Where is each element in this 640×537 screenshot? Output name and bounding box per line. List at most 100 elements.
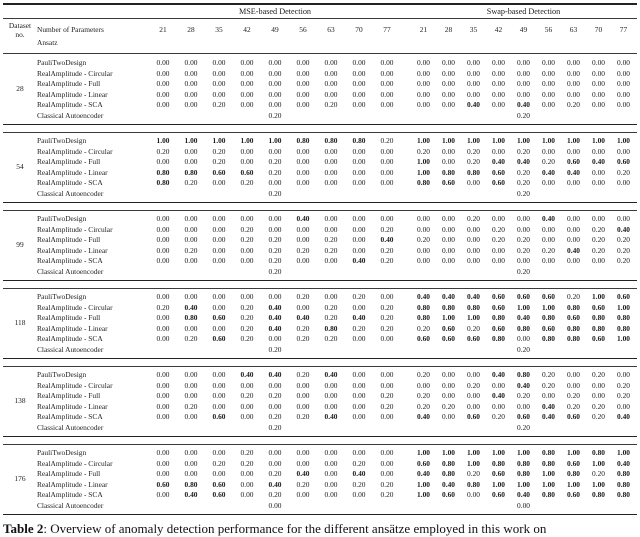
value-cell: 0.20 xyxy=(184,401,198,411)
value-cell: 0.00 xyxy=(567,235,580,244)
param-col-header: 35 xyxy=(469,24,478,34)
value-cell: 0.80 xyxy=(617,469,630,478)
value-cell: 0.00 xyxy=(324,458,338,468)
value-cell: 1.00 xyxy=(417,448,430,457)
value-cell: 0.20 xyxy=(417,391,430,400)
value-cell: 0.60 xyxy=(212,167,226,177)
value-cell: 0.20 xyxy=(240,391,254,400)
dataset-block-176: 176 PauliTwoDesign 0.00 0.00 0.00 0.20 0.00 0.0… xyxy=(3,444,637,515)
value-cell: 0.60 xyxy=(240,167,254,177)
value-cell: 0.40 xyxy=(417,412,430,421)
ansatz-label: Classical Autoencoder xyxy=(37,422,104,432)
dataset-number: 99 xyxy=(16,240,24,250)
value-cell: 0.20 xyxy=(542,245,555,255)
value-cell: 0.60 xyxy=(517,292,530,301)
value-cell: 0.60 xyxy=(212,334,226,343)
value-cell: 0.40 xyxy=(492,370,505,379)
value-cell: 0.00 xyxy=(592,214,605,223)
value-cell: 0.00 xyxy=(380,68,394,78)
value-cell: 0.00 xyxy=(380,448,394,457)
value-cell: 0.20 xyxy=(517,146,530,156)
value-cell: 0.00 xyxy=(442,157,455,166)
value-cell: 0.40 xyxy=(592,157,605,166)
value-cell: 0.80 xyxy=(542,334,555,343)
value-cell: 0.00 xyxy=(156,401,170,411)
value-cell: 0.00 xyxy=(352,89,366,99)
param-col-header: 56 xyxy=(544,24,553,34)
value-cell: 0.20 xyxy=(212,157,226,166)
value-cell: 0.00 xyxy=(352,68,366,78)
value-cell: 0.00 xyxy=(517,500,530,510)
value-cell: 0.40 xyxy=(517,490,530,499)
value-cell: 0.00 xyxy=(492,100,505,109)
value-cell: 0.80 xyxy=(617,323,630,333)
value-cell: 0.00 xyxy=(296,458,310,468)
value-cell: 0.40 xyxy=(324,370,338,379)
value-cell: 0.00 xyxy=(240,146,254,156)
value-cell: 0.00 xyxy=(442,245,455,255)
value-cell: 0.00 xyxy=(352,224,366,234)
value-cell: 0.00 xyxy=(567,68,580,78)
value-cell: 0.00 xyxy=(592,178,605,187)
value-cell: 0.20 xyxy=(417,146,430,156)
value-cell: 0.20 xyxy=(467,323,480,333)
value-cell: 0.20 xyxy=(380,391,394,400)
value-cell: 0.00 xyxy=(324,479,338,489)
value-cell: 0.20 xyxy=(617,167,630,177)
value-cell: 0.00 xyxy=(492,89,505,99)
value-cell: 0.00 xyxy=(352,412,366,421)
value-cell: 0.00 xyxy=(184,469,198,478)
value-cell: 0.60 xyxy=(567,490,580,499)
value-cell: 0.20 xyxy=(212,100,226,109)
value-cell: 0.00 xyxy=(240,401,254,411)
value-cell: 0.00 xyxy=(442,100,455,109)
value-cell: 0.00 xyxy=(517,256,530,265)
value-cell: 0.80 xyxy=(517,458,530,468)
value-cell: 0.80 xyxy=(442,458,455,468)
value-cell: 0.00 xyxy=(542,256,555,265)
value-cell: 0.60 xyxy=(442,490,455,499)
value-cell: 1.00 xyxy=(617,136,630,145)
value-cell: 0.20 xyxy=(492,412,505,421)
value-cell: 0.00 xyxy=(212,370,226,379)
param-col-header: 49 xyxy=(519,24,528,34)
value-cell: 0.00 xyxy=(268,178,282,187)
value-cell: 1.00 xyxy=(156,136,170,145)
dataset-number: 138 xyxy=(14,396,26,406)
value-cell: 0.00 xyxy=(442,235,455,244)
value-cell: 0.00 xyxy=(212,380,226,390)
value-cell: 0.00 xyxy=(324,214,338,223)
value-cell: 0.20 xyxy=(268,188,282,198)
value-cell: 0.40 xyxy=(517,157,530,166)
value-cell: 0.00 xyxy=(184,157,198,166)
value-cell: 0.20 xyxy=(517,188,530,198)
value-cell: 0.40 xyxy=(352,313,366,322)
value-cell: 0.00 xyxy=(212,224,226,234)
parameters-header-label: Number of Parameters xyxy=(37,24,104,34)
value-cell: 0.00 xyxy=(156,469,170,478)
value-cell: 0.80 xyxy=(184,313,198,322)
value-cell: 0.20 xyxy=(380,490,394,499)
value-cell: 0.40 xyxy=(517,100,530,109)
value-cell: 0.00 xyxy=(417,245,430,255)
value-cell: 0.00 xyxy=(184,100,198,109)
value-cell: 0.00 xyxy=(240,68,254,78)
dataset-no-header-line2: no. xyxy=(15,30,25,39)
value-cell: 0.00 xyxy=(240,214,254,223)
value-cell: 0.20 xyxy=(296,323,310,333)
value-cell: 0.60 xyxy=(156,479,170,489)
value-cell: 0.00 xyxy=(296,167,310,177)
value-cell: 0.00 xyxy=(417,89,430,99)
value-cell: 0.00 xyxy=(324,167,338,177)
value-cell: 0.00 xyxy=(492,214,505,223)
value-cell: 1.00 xyxy=(184,136,198,145)
table-header: MSE-based Detection Swap-based Detection… xyxy=(3,3,637,54)
ansatz-label: RealAmplitude - Full xyxy=(37,157,101,166)
param-col-header: 70 xyxy=(355,24,363,34)
value-cell: 0.00 xyxy=(212,79,226,88)
value-cell: 0.00 xyxy=(268,146,282,156)
value-cell: 0.40 xyxy=(517,380,530,390)
value-cell: 0.20 xyxy=(296,479,310,489)
value-cell: 1.00 xyxy=(542,469,555,478)
value-cell: 0.00 xyxy=(352,146,366,156)
